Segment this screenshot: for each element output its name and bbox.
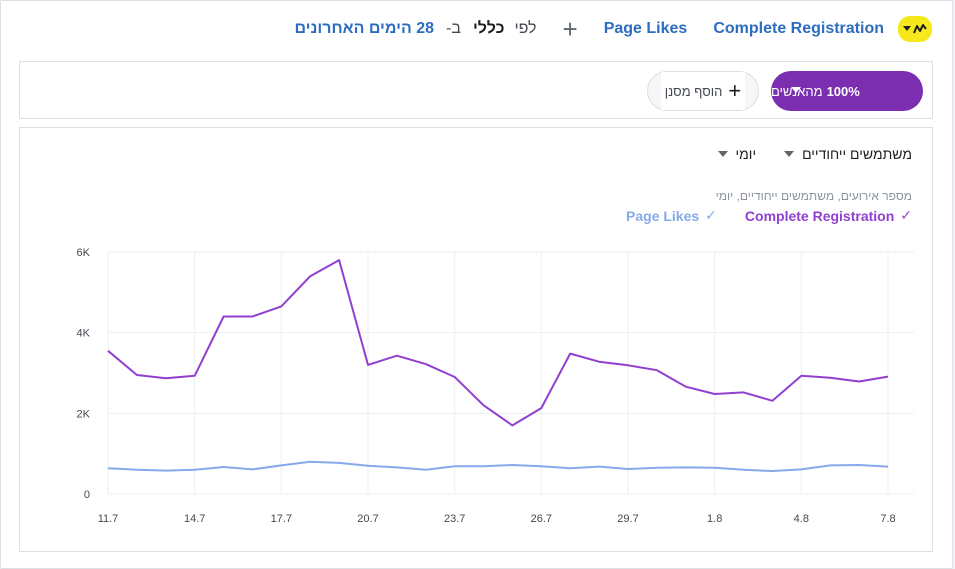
check-icon: ✓ [705, 207, 717, 223]
y-tick-label: 2K [77, 408, 91, 420]
legend-label: Complete Registration [744, 207, 895, 224]
filter-bar: 100% מהאנשים + הוסף מסנן [19, 61, 933, 119]
date-range-selector[interactable]: 28 הימים האחרונים [294, 20, 435, 37]
chart-header-bar: Complete Registration Page Likes + לפי כ… [1, 1, 954, 57]
add-filter-button[interactable]: + הוסף מסנן [647, 71, 759, 111]
series-line-page-likes[interactable] [107, 460, 889, 472]
plus-icon: + [728, 78, 742, 103]
chevron-down-icon [791, 87, 801, 93]
legend-page-likes[interactable]: ✓ Page Likes [626, 207, 717, 224]
x-tick-label: 26.7 [531, 513, 552, 525]
metric-type-dropdown[interactable]: משתמשים ייחודיים [784, 146, 912, 162]
x-tick-label: 29.7 [617, 513, 638, 525]
add-filter-label: הוסף מסנן [664, 83, 723, 99]
chevron-down-icon [717, 151, 728, 157]
chevron-down-icon [784, 151, 795, 157]
chart-panel: משתמשים ייחודיים יומי מספר אירועים, משתמ… [19, 127, 933, 552]
audience-percent: 100% [826, 83, 860, 99]
line-chart-icon [903, 24, 927, 34]
x-tick-label: 7.8 [880, 513, 895, 525]
chart-options: משתמשים ייחודיים יומי [690, 146, 912, 162]
chart-legend: ✓ Complete Registration ✓ Page Likes [598, 207, 912, 224]
in-label: ב- [446, 20, 461, 37]
legend-complete-registration[interactable]: ✓ Complete Registration [745, 207, 912, 224]
chart-type-selector[interactable] [898, 16, 932, 42]
metric-complete-registration[interactable]: Complete Registration [713, 20, 884, 37]
x-tick-label: 20.7 [357, 513, 378, 525]
audience-filter-pill[interactable]: 100% מהאנשים [771, 71, 923, 111]
interval-dropdown[interactable]: יומי [717, 146, 757, 162]
series-line-complete-registration[interactable] [107, 259, 889, 427]
chart-subtitle: מספר אירועים, משתמשים ייחודיים, יומי [715, 189, 912, 203]
x-tick-label: 4.8 [794, 513, 809, 525]
metric-type-label: משתמשים ייחודיים [802, 146, 912, 162]
x-tick-label: 1.8 [707, 513, 722, 525]
x-tick-label: 17.7 [271, 513, 292, 525]
interval-label: יומי [735, 146, 757, 162]
y-tick-label: 4K [77, 328, 91, 340]
check-icon: ✓ [900, 207, 912, 223]
x-tick-label: 11.7 [98, 513, 119, 525]
legend-label: Page Likes [626, 207, 700, 224]
by-label: לפי [514, 20, 537, 37]
add-metric-icon[interactable]: + [562, 14, 578, 44]
x-tick-label: 23.7 [444, 513, 465, 525]
metric-page-likes[interactable]: Page Likes [603, 20, 688, 37]
x-tick-label: 14.7 [184, 513, 205, 525]
breakdown-selector[interactable]: כללי [472, 20, 505, 37]
line-chart: 0 2K 4K 6K 11.7 14.7 17.7 20.7 23.7 26.7 29.7 1.8 4.… [77, 247, 914, 525]
y-tick-label: 6K [77, 247, 91, 259]
y-tick-label: 0 [84, 489, 90, 501]
